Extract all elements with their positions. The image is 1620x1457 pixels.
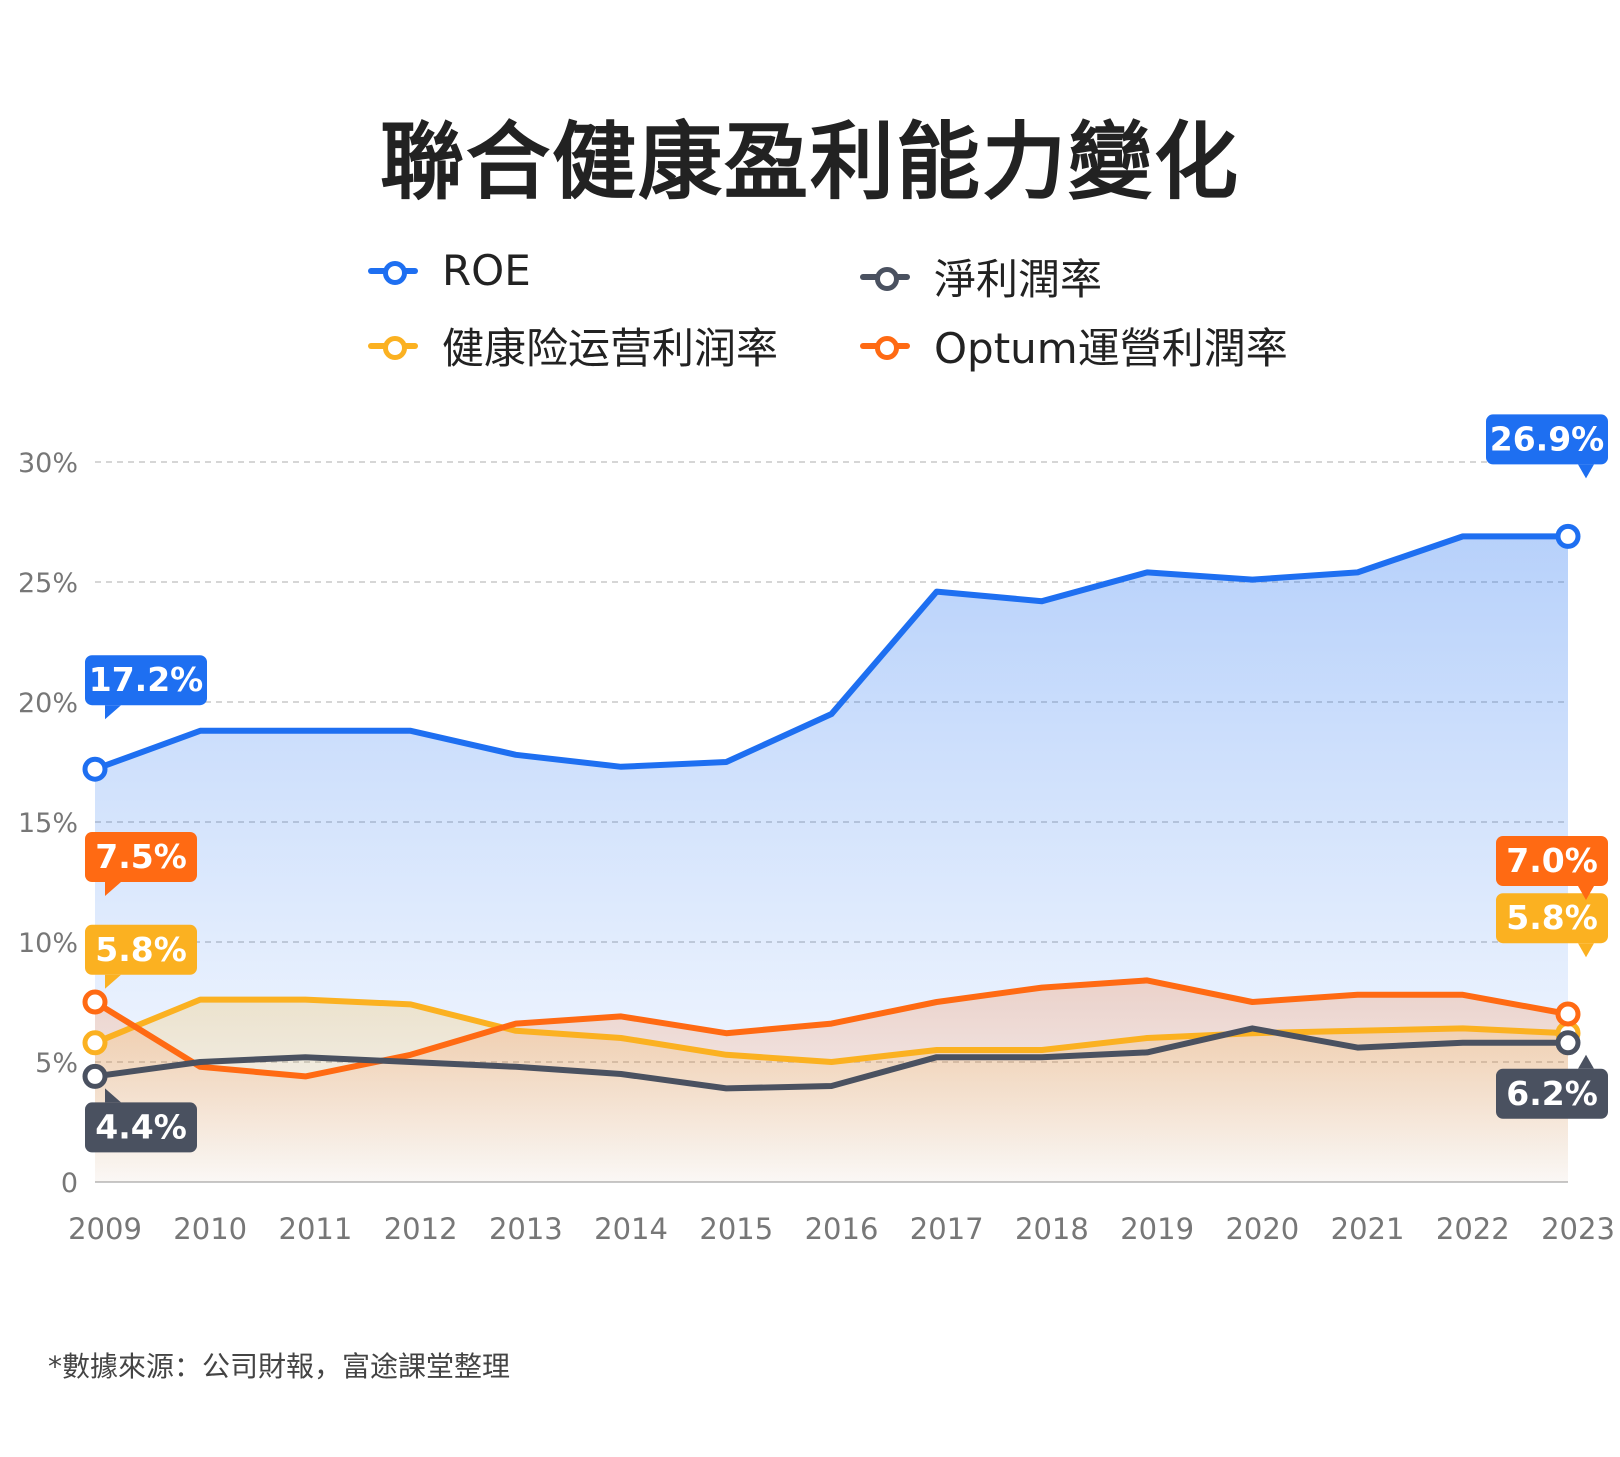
x-tick-label: 2019 [1120,1212,1194,1246]
data-point-marker [82,1063,108,1089]
x-tick-label: 2011 [279,1212,353,1246]
x-tick-label: 2012 [384,1212,458,1246]
data-label-box [85,1102,197,1153]
data-label-pointer [1578,464,1594,479]
data-label-text: 6.2% [1506,1074,1598,1113]
data-label-pointer [1578,1054,1594,1069]
data-label-2-14: 5.8% [1496,893,1608,958]
data-label-text: 26.9% [1490,419,1605,458]
data-label-0-14: 26.9% [1486,414,1608,479]
data-label-box [1496,893,1608,944]
data-label-pointer [1578,886,1594,900]
data-label-box [85,832,197,882]
legend-label-optum-margin: Optum運營利潤率 [934,324,1288,373]
data-label-text: 4.4% [95,1107,187,1146]
x-tick-label: 2018 [1015,1212,1089,1246]
legend-swatch-net-margin [860,265,910,291]
x-tick-label: 2023 [1541,1212,1615,1246]
x-tick-label: 2013 [489,1212,563,1246]
x-tick-label: 2014 [594,1212,668,1246]
data-label-0-0: 17.2% [85,655,207,720]
legend-swatch-roe [368,259,418,285]
data-label-text: 5.8% [95,930,187,969]
y-tick-label: 20% [18,688,78,719]
data-point-marker [82,1030,108,1056]
data-label-3-14: 7.0% [1496,836,1608,900]
x-tick-label: 2010 [173,1212,247,1246]
x-tick-label: 2021 [1331,1212,1405,1246]
data-label-pointer [1578,943,1594,958]
x-tick-label: 2017 [910,1212,984,1246]
y-tick-label: 15% [18,808,78,839]
chart-title: 聯合健康盈利能力變化 [379,113,1240,211]
data-label-2-0: 5.8% [85,924,197,989]
y-tick-label: 0 [61,1168,78,1199]
series-line-2 [92,996,1571,1065]
area-3 [95,980,1568,1182]
data-label-text: 7.5% [95,837,187,876]
data-label-pointer [105,1088,121,1103]
data-point-marker [82,756,108,782]
x-tick-label: 2015 [699,1212,773,1246]
legend-label-roe: ROE [442,246,531,295]
series-line-0 [92,533,1571,773]
data-label-text: 5.8% [1506,898,1598,937]
y-tick-label: 30% [18,448,78,479]
x-tick-label: 2022 [1436,1212,1510,1246]
data-label-box [1496,836,1608,886]
data-label-box [85,924,197,975]
data-label-pointer [105,705,121,720]
legend-item-optum-margin[interactable]: Optum運營利潤率 [860,315,1288,376]
data-label-1-14: 6.2% [1496,1054,1608,1119]
data-label-box [1486,414,1608,465]
legend-label-insurance-margin: 健康险运营利润率 [442,324,779,373]
data-point-marker [82,989,108,1015]
x-tick-label: 2009 [68,1212,142,1246]
data-point-marker [1555,1001,1581,1027]
data-label-pointer [105,974,121,989]
series-line-1 [92,1025,1571,1092]
series-line-3 [92,977,1571,1080]
data-point-marker [1555,523,1581,549]
legend-label-net-margin: 淨利潤率 [934,255,1103,304]
legend-swatch-optum-margin [860,334,910,360]
data-label-text: 17.2% [89,660,204,699]
data-label-1-0: 4.4% [85,1088,197,1153]
x-tick-label: 2016 [805,1212,879,1246]
data-label-text: 7.0% [1506,841,1598,880]
y-tick-label: 5% [35,1048,78,1079]
legend-item-roe[interactable]: ROE [368,246,531,295]
legend-swatch-insurance-margin [368,334,418,360]
legend-item-insurance-margin[interactable]: 健康险运营利润率 [368,315,778,376]
data-point-marker [1555,1030,1581,1056]
data-label-3-0: 7.5% [85,832,197,896]
data-label-box [1496,1068,1608,1119]
x-tick-label: 2020 [1225,1212,1299,1246]
y-tick-label: 10% [18,928,78,959]
data-label-box [85,655,207,706]
data-label-pointer [105,882,121,896]
legend-item-net-margin[interactable]: 淨利潤率 [860,246,1102,307]
source-note: *數據來源：公司財報，富途課堂整理 [48,1350,511,1383]
y-tick-label: 25% [18,568,78,599]
